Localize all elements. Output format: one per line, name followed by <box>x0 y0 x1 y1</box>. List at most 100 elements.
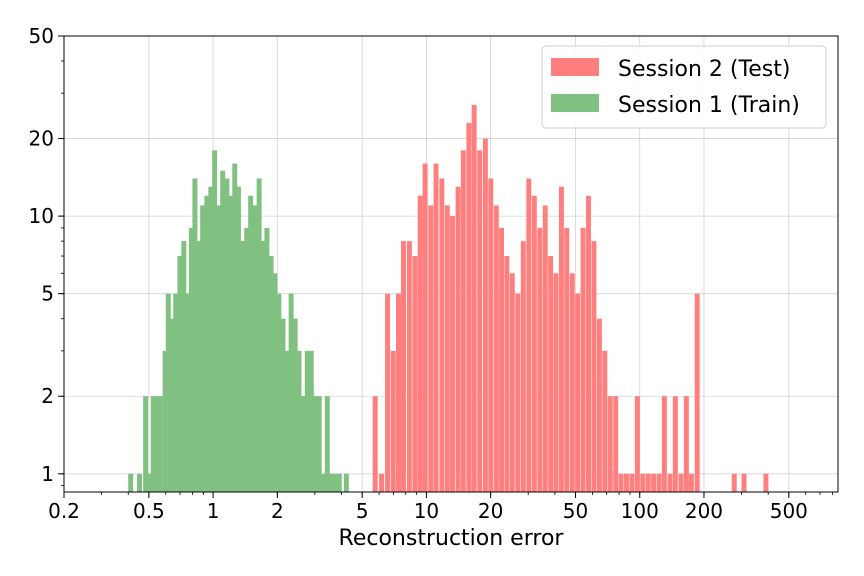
histogram-bar <box>634 396 640 492</box>
histogram-bar <box>128 473 134 492</box>
histogram-bar <box>276 293 282 492</box>
histogram-bar <box>401 241 406 492</box>
histogram-bar <box>586 195 591 492</box>
histogram-bar <box>372 396 378 492</box>
histogram-bar <box>240 241 246 492</box>
histogram-bar <box>678 473 684 492</box>
histogram-bar <box>741 473 747 492</box>
histogram-bar <box>607 396 613 492</box>
histogram-bar <box>204 195 210 492</box>
histogram-bar <box>147 473 152 492</box>
histogram-bar <box>316 396 322 492</box>
histogram-bar <box>188 227 194 492</box>
histogram-bar <box>602 350 608 492</box>
x-tick-label: 20 <box>478 499 503 523</box>
x-axis-ticks: 0.2 0.5 1 2 5 10 20 50 100 200 500 <box>48 492 833 523</box>
histogram-bar <box>232 163 238 492</box>
x-tick-label: 5 <box>356 499 369 523</box>
histogram-bar <box>320 473 326 492</box>
histogram-bar <box>292 318 298 492</box>
y-tick-label: 50 <box>29 24 54 48</box>
histogram-bar <box>694 293 700 492</box>
histogram-bar <box>509 273 515 492</box>
histogram-bar <box>324 396 330 492</box>
histogram-bar <box>150 396 156 492</box>
x-tick-label: 50 <box>563 499 588 523</box>
histogram-bar <box>548 256 554 492</box>
histogram-bar <box>450 216 455 492</box>
histogram-bar <box>504 256 510 492</box>
histogram-bar <box>763 473 769 492</box>
legend-swatch-session-1 <box>551 94 599 112</box>
histogram-bar <box>624 473 629 492</box>
y-tick-label: 5 <box>41 282 54 306</box>
histogram-bar <box>390 350 396 492</box>
histogram-bar <box>260 241 266 492</box>
histogram-bar <box>558 186 564 492</box>
histogram-bar <box>212 150 218 492</box>
histogram-bar <box>667 473 673 492</box>
histogram-bar <box>688 473 694 492</box>
histogram-bar <box>672 396 678 492</box>
series-2 <box>128 150 349 493</box>
histogram-bar <box>173 293 179 492</box>
histogram-bar <box>645 473 651 492</box>
histogram-bar <box>228 195 234 492</box>
histogram-bar <box>537 227 543 492</box>
x-axis-label: Reconstruction error <box>339 526 565 551</box>
histogram-bar <box>304 350 310 492</box>
histogram-bar <box>300 396 306 492</box>
bars <box>128 104 769 493</box>
histogram-bar <box>428 205 434 492</box>
histogram-bar <box>395 293 401 492</box>
histogram-bar <box>137 473 142 492</box>
histogram-bar <box>284 350 290 492</box>
histogram-bar <box>312 396 318 492</box>
histogram-bar <box>177 256 183 492</box>
histogram-bar <box>168 318 174 492</box>
histogram-bar <box>482 138 488 493</box>
histogram-bar <box>288 293 294 492</box>
histogram-bar <box>192 178 198 492</box>
histogram-bar <box>656 473 662 492</box>
x-tick-label: 10 <box>414 499 439 523</box>
histogram-bar <box>422 163 428 492</box>
histogram-bar <box>460 150 466 492</box>
histogram-bar <box>412 256 418 492</box>
y-tick-label: 1 <box>41 462 54 486</box>
histogram-bar <box>252 205 258 492</box>
histogram-bar <box>618 473 624 492</box>
histogram-bar <box>520 241 526 492</box>
x-tick-label: 2 <box>271 499 284 523</box>
histogram-bar <box>488 178 494 492</box>
histogram-bar <box>417 195 423 492</box>
histogram-bar <box>162 350 168 492</box>
histogram-bar <box>332 473 338 492</box>
histogram-bar <box>165 293 171 492</box>
histogram-bar <box>208 186 214 492</box>
histogram-bar <box>444 205 450 492</box>
histogram-bar <box>406 241 412 492</box>
legend-swatch-session-2 <box>551 58 599 76</box>
x-tick-label: 0.5 <box>133 499 165 523</box>
histogram-bar <box>154 396 160 492</box>
histogram-bar <box>385 293 391 492</box>
histogram-bar <box>515 293 521 492</box>
histogram-bar <box>143 396 149 492</box>
histogram-bar <box>235 186 241 492</box>
x-tick-label: 0.2 <box>48 499 80 523</box>
y-tick-label: 10 <box>29 204 54 228</box>
histogram-bar <box>157 396 163 492</box>
histogram-bar <box>564 227 570 492</box>
y-tick-label: 20 <box>29 127 54 151</box>
histogram-bar <box>379 473 385 492</box>
histogram-bar <box>195 241 201 492</box>
x-tick-label: 500 <box>770 499 808 523</box>
plot-frame <box>63 35 839 493</box>
histogram-bar <box>477 150 483 492</box>
histogram-bar <box>499 227 504 492</box>
histogram-bar <box>640 473 646 492</box>
histogram-bar <box>553 273 559 492</box>
histogram-bar <box>531 195 537 492</box>
series-1 <box>372 104 769 493</box>
